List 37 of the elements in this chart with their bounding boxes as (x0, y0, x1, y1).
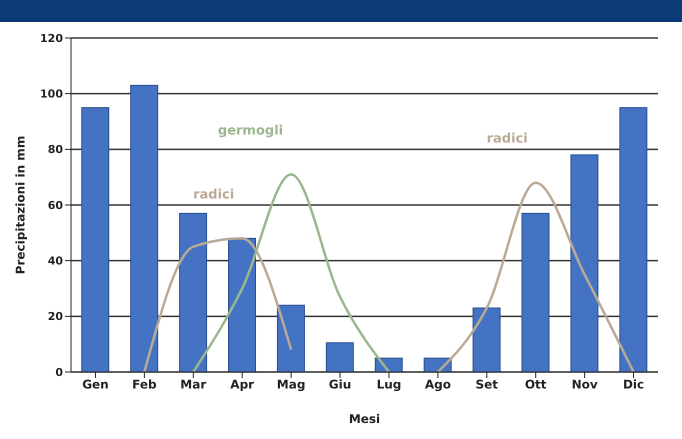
text: radici (193, 187, 234, 202)
x-tick-label: Ago (424, 378, 451, 392)
x-tick-label: Ott (524, 378, 547, 392)
x-tick-label: Set (476, 378, 498, 392)
y-tick-label: 100 (40, 88, 64, 101)
line-series (436, 181, 635, 372)
x-axis-title: Mesi (348, 412, 380, 426)
x-tick-label: Mag (276, 378, 306, 392)
y-tick-label: 80 (48, 143, 64, 156)
x-tick-label: Nov (572, 378, 598, 392)
x-tick-label: Dic (622, 378, 644, 392)
x-tick-label: Giu (328, 378, 352, 392)
bar (522, 212, 550, 372)
line-series (143, 237, 292, 372)
x-tick-label: Lug (376, 378, 402, 392)
bar (179, 212, 208, 372)
bar (81, 107, 110, 372)
bar (228, 238, 256, 372)
x-tick-label: Feb (132, 378, 157, 392)
x-tick-label: Apr (230, 378, 254, 392)
text: germogli (218, 123, 284, 138)
y-axis-title: Precipitazioni in mm (13, 136, 28, 274)
bar (619, 107, 648, 372)
y-tick-label: 120 (40, 32, 64, 45)
y-tick-label: 60 (48, 198, 64, 212)
text: radici (486, 132, 528, 147)
y-tick-label: 20 (48, 310, 64, 324)
bar (276, 304, 305, 372)
bar (570, 154, 598, 372)
bar (326, 342, 354, 372)
line-series (192, 173, 390, 372)
bar (130, 84, 158, 372)
y-tick-label: 40 (48, 254, 64, 268)
x-tick-label: Mar (180, 378, 206, 392)
y-tick-label: 0 (55, 366, 64, 379)
bar (472, 307, 501, 372)
x-tick-label: Gen (82, 378, 109, 392)
